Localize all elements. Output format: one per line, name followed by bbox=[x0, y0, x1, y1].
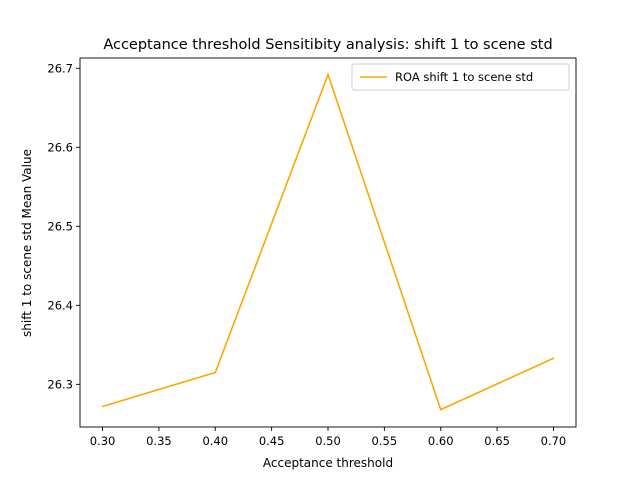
data-point bbox=[552, 357, 555, 360]
x-tick-label: 0.55 bbox=[372, 434, 398, 448]
x-tick-label: 0.50 bbox=[315, 434, 341, 448]
data-point bbox=[327, 73, 329, 76]
x-tick-label: 0.45 bbox=[259, 434, 285, 448]
chart-title: Acceptance threshold Sensitibity analysi… bbox=[103, 37, 552, 53]
y-tick-label: 26.3 bbox=[47, 377, 73, 391]
x-tick-label: 0.70 bbox=[541, 434, 567, 448]
y-tick-label: 26.7 bbox=[47, 61, 73, 75]
x-tick-label: 0.30 bbox=[90, 434, 116, 448]
x-axis-label: Acceptance threshold bbox=[263, 456, 393, 470]
data-point bbox=[214, 371, 217, 374]
y-tick-label: 26.6 bbox=[47, 140, 73, 154]
x-axis-ticks: 0.30 0.35 0.40 0.45 0.50 0.55 0.60 0.65 0.70 bbox=[90, 427, 567, 448]
legend-box bbox=[351, 63, 570, 91]
x-tick-label: 0.35 bbox=[146, 434, 172, 448]
y-axis-label: shift 1 to scene std Mean Value bbox=[20, 149, 34, 337]
x-tick-label: 0.65 bbox=[484, 434, 510, 448]
data-point bbox=[439, 408, 442, 411]
y-tick-label: 26.4 bbox=[47, 298, 73, 312]
legend-label-roa: ROA shift 1 to scene std bbox=[395, 70, 533, 84]
plot-area-frame bbox=[79, 57, 577, 428]
y-tick-label: 26.5 bbox=[47, 219, 73, 233]
x-tick-label: 0.60 bbox=[428, 434, 454, 448]
series-line-roa bbox=[102, 72, 554, 411]
y-axis-ticks: 26.3 26.4 26.5 26.6 26.7 bbox=[47, 61, 80, 391]
x-tick-label: 0.40 bbox=[202, 434, 228, 448]
data-point bbox=[101, 405, 104, 408]
legend: ROA shift 1 to scene std bbox=[351, 63, 570, 91]
series-points bbox=[101, 73, 555, 411]
